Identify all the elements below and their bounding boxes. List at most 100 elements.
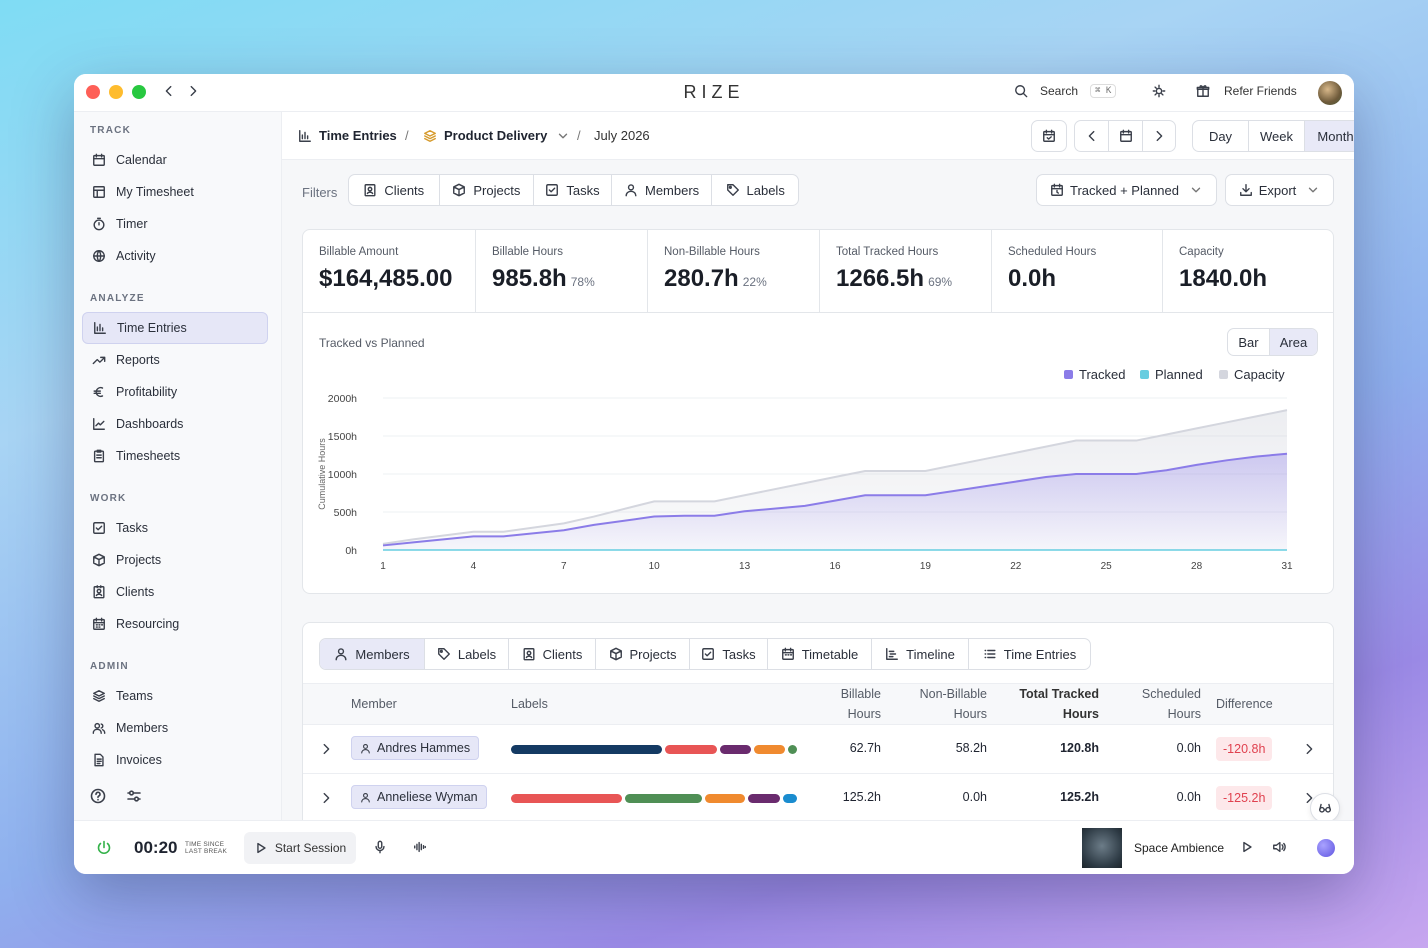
legend-capacity[interactable]: Capacity xyxy=(1219,367,1285,382)
cell-total-tracked-hours: 120.8h xyxy=(1060,741,1099,755)
table-row[interactable]: Andres Hammes 62.7h 58.2h 120.8h 0.0h -1… xyxy=(303,725,1333,774)
label-bar-segment[interactable] xyxy=(754,745,786,754)
minimize-window-button[interactable] xyxy=(109,85,123,99)
microphone-icon[interactable] xyxy=(373,840,387,859)
user-avatar[interactable] xyxy=(1318,81,1342,105)
tab-projects[interactable]: Projects xyxy=(596,639,690,669)
sidebar-item-activity[interactable]: Activity xyxy=(82,240,268,272)
zoom-window-button[interactable] xyxy=(132,85,146,99)
sidebar-item-time-entries[interactable]: Time Entries xyxy=(82,312,268,344)
volume-icon[interactable] xyxy=(1272,840,1286,859)
filter-labels-button[interactable]: Labels xyxy=(712,175,798,205)
y-tick-label: 2000h xyxy=(328,393,357,405)
sidebar-item-tasks[interactable]: Tasks xyxy=(82,512,268,544)
breadcrumb-root[interactable]: Time Entries xyxy=(298,128,397,143)
tab-time-entries[interactable]: Time Entries xyxy=(969,639,1090,669)
close-window-button[interactable] xyxy=(86,85,100,99)
member-name: Andres Hammes xyxy=(377,741,471,755)
label-bar-segment[interactable] xyxy=(788,745,797,754)
sidebar-item-timer[interactable]: Timer xyxy=(82,208,268,240)
theme-toggle-button[interactable] xyxy=(1152,84,1166,98)
header-scheduled-hours[interactable]: Scheduled Hours xyxy=(1141,687,1201,721)
calendar-clock-icon xyxy=(1051,183,1063,196)
filter-tasks-button[interactable]: Tasks xyxy=(534,175,612,205)
sidebar-item-calendar[interactable]: Calendar xyxy=(82,144,268,176)
tab-timetable[interactable]: Timetable xyxy=(768,639,872,669)
power-icon[interactable] xyxy=(96,840,112,861)
glasses-icon[interactable] xyxy=(1310,793,1340,823)
previous-period-button[interactable] xyxy=(1075,121,1109,151)
sidebar-item-reports[interactable]: Reports xyxy=(82,344,268,376)
sidebar-item-invoices[interactable]: Invoices xyxy=(82,744,268,776)
filter-clients-button[interactable]: Clients xyxy=(349,175,440,205)
sidebar-item-clients[interactable]: Clients xyxy=(82,576,268,608)
range-month-button[interactable]: Month xyxy=(1305,121,1354,151)
users-icon xyxy=(92,722,106,734)
label-bar-segment[interactable] xyxy=(511,745,663,754)
breadcrumb-period[interactable]: July 2026 xyxy=(594,128,650,143)
member-chip[interactable]: Anneliese Wyman xyxy=(351,785,487,809)
search-button[interactable]: Search ⌘ K xyxy=(1014,84,1117,98)
header-non-billable-hours[interactable]: Non-Billable Hours xyxy=(919,687,987,721)
sidebar-item-timesheets[interactable]: Timesheets xyxy=(82,440,268,472)
tracked-planned-dropdown[interactable]: Tracked + Planned xyxy=(1036,174,1217,206)
legend-tracked[interactable]: Tracked xyxy=(1064,367,1125,382)
label-bar-segment[interactable] xyxy=(705,794,746,803)
sidebar-item-members[interactable]: Members xyxy=(82,712,268,744)
header-billable-hours[interactable]: Billable Hours xyxy=(840,687,881,721)
settings-sliders-icon[interactable] xyxy=(126,788,142,809)
row-details-icon[interactable] xyxy=(1302,791,1316,810)
label-bar-segment[interactable] xyxy=(511,794,623,803)
forward-arrow-icon[interactable] xyxy=(186,84,200,103)
tab-clients[interactable]: Clients xyxy=(509,639,596,669)
sidebar-item-teams[interactable]: Teams xyxy=(82,680,268,712)
play-track-icon[interactable] xyxy=(1240,840,1254,859)
sidebar-item-projects[interactable]: Projects xyxy=(82,544,268,576)
table-row[interactable]: Anneliese Wyman 125.2h 0.0h 125.2h 0.0h … xyxy=(303,774,1333,822)
back-arrow-icon[interactable] xyxy=(162,84,176,103)
expand-row-icon[interactable] xyxy=(319,742,333,761)
sidebar-item-profitability[interactable]: Profitability xyxy=(82,376,268,408)
today-button[interactable] xyxy=(1109,121,1143,151)
label-bar-segment[interactable] xyxy=(748,794,780,803)
range-day-button[interactable]: Day xyxy=(1193,121,1249,151)
legend-planned[interactable]: Planned xyxy=(1140,367,1203,382)
next-period-button[interactable] xyxy=(1143,121,1175,151)
timer-icon xyxy=(93,217,105,231)
header-total-tracked-hours[interactable]: Total Tracked Hours xyxy=(1019,687,1099,721)
expand-row-icon[interactable] xyxy=(319,791,333,810)
sidebar-item-dashboards[interactable]: Dashboards xyxy=(82,408,268,440)
date-picker-button[interactable] xyxy=(1031,120,1067,152)
filter-projects-button[interactable]: Projects xyxy=(440,175,535,205)
refer-friends-button[interactable]: Refer Friends xyxy=(1196,84,1297,98)
start-session-button[interactable]: Start Session xyxy=(244,832,356,864)
filter-members-button[interactable]: Members xyxy=(612,175,713,205)
waveform-icon[interactable] xyxy=(413,840,427,859)
label-bar-segment[interactable] xyxy=(665,745,717,754)
label-bar-segment[interactable] xyxy=(719,745,752,754)
export-button[interactable]: Export xyxy=(1225,174,1334,206)
chart-bar-button[interactable]: Bar xyxy=(1228,329,1270,355)
header-difference[interactable]: Difference xyxy=(1216,697,1273,711)
chart-area-button[interactable]: Area xyxy=(1270,329,1317,355)
contact-icon xyxy=(93,585,105,599)
row-details-icon[interactable] xyxy=(1302,742,1316,761)
help-icon[interactable] xyxy=(90,788,106,809)
legend-swatch xyxy=(1140,370,1149,379)
range-week-button[interactable]: Week xyxy=(1249,121,1305,151)
summary-panel: Billable Amount $164,485.00 Billable Hour… xyxy=(302,229,1334,594)
tab-label: Projects xyxy=(629,646,677,662)
header-member[interactable]: Member xyxy=(351,697,397,711)
label-bar-segment[interactable] xyxy=(782,794,797,803)
tab-labels[interactable]: Labels xyxy=(425,639,509,669)
sidebar-item-resourcing[interactable]: Resourcing xyxy=(82,608,268,640)
sidebar-item-my-timesheet[interactable]: My Timesheet xyxy=(82,176,268,208)
label-bar-segment[interactable] xyxy=(625,794,703,803)
tab-members[interactable]: Members xyxy=(320,639,425,669)
breadcrumb-project[interactable]: Product Delivery xyxy=(423,128,570,143)
tab-tasks[interactable]: Tasks xyxy=(690,639,768,669)
breadcrumb-separator: / xyxy=(577,128,581,143)
status-orb[interactable] xyxy=(1317,839,1335,857)
tab-timeline[interactable]: Timeline xyxy=(872,639,969,669)
member-chip[interactable]: Andres Hammes xyxy=(351,736,480,760)
